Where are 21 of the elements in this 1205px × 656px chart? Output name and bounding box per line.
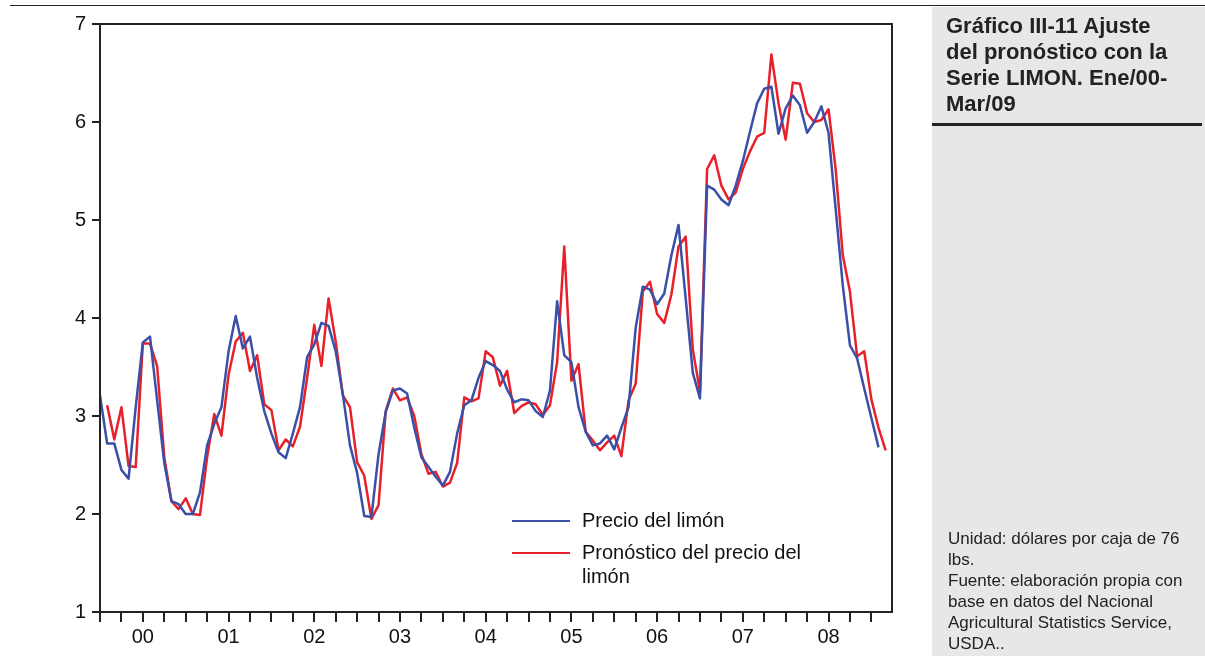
x-tick-label: 06 (645, 624, 669, 647)
text: Unidad: dólares por caja de 76 lbs. (948, 528, 1181, 570)
x-tick-label: 01 (217, 624, 240, 647)
y-tick-label: 3 (74, 403, 86, 426)
legend-label: Precio del limón (582, 508, 726, 532)
x-tick-label: 04 (474, 624, 497, 647)
x-tick-label: 08 (817, 624, 840, 647)
source-note: Fuente: elaboración propia con base en datos del Nacional Agricultural Statistics Service, USDA.. (948, 570, 1184, 654)
x-tick-label: 02 (303, 624, 326, 647)
y-tick-label: 2 (74, 501, 86, 524)
y-tick-label: 5 (74, 207, 86, 230)
x-tick-label: 03 (388, 624, 412, 647)
x-tick-label: 00 (131, 624, 154, 647)
y-tick-label: 4 (74, 305, 86, 328)
x-tick-label: 05 (560, 624, 583, 647)
y-tick-label: 1 (74, 599, 86, 622)
y-tick-label: 6 (74, 109, 86, 132)
text: Gráfico III-11 Ajuste del pronóstico con la Serie LIMON. Ene/00-Mar/09 (946, 13, 1168, 117)
y-tick-label: 7 (74, 11, 86, 34)
x-tick-label: 07 (731, 624, 754, 647)
legend-label: Pronóstico del precio del limón (582, 540, 802, 588)
